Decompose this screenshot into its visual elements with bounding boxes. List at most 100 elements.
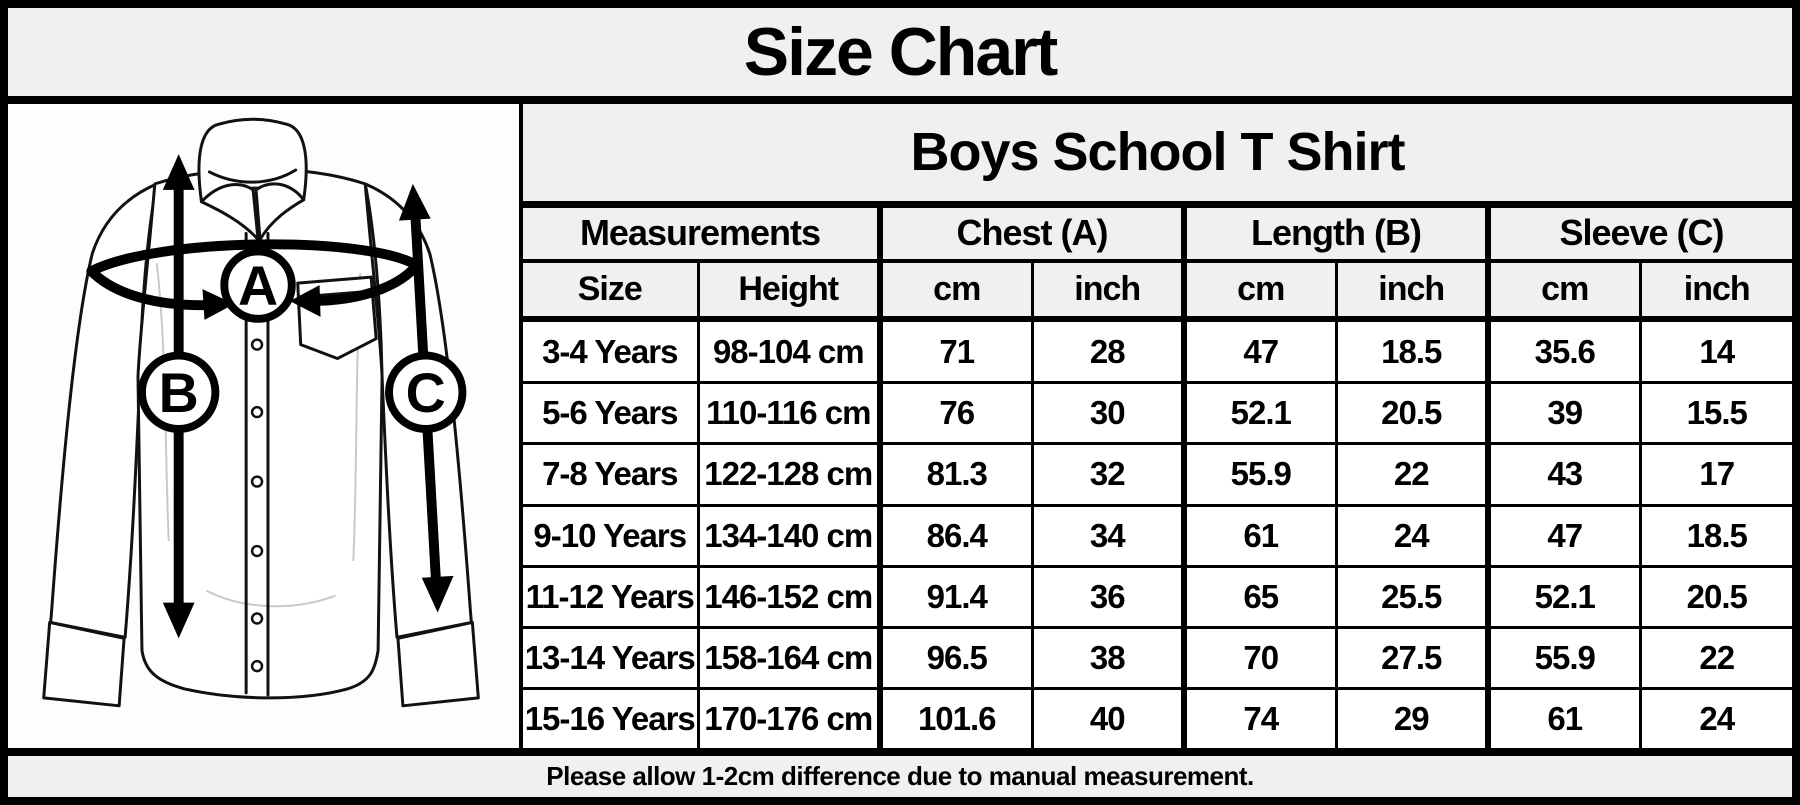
cell-size: 9-10 Years [523, 503, 700, 568]
cell-length-cm: 74 [1181, 687, 1338, 748]
cell-sleeve-inch: 20.5 [1638, 564, 1792, 630]
collar-fold [207, 168, 298, 184]
col-header-chest-cm: cm [877, 259, 1034, 322]
cell-height: 110-116 cm [696, 381, 882, 446]
cell-sleeve-cm: 35.6 [1485, 317, 1642, 385]
cell-length-cm: 61 [1181, 503, 1338, 568]
cell-length-cm: 70 [1181, 626, 1338, 691]
cell-length-cm: 65 [1181, 564, 1338, 630]
table-row: 3-4 Years 98-104 cm 71 28 47 18.5 35.6 1… [523, 317, 1792, 385]
cell-length-inch: 18.5 [1334, 317, 1490, 385]
chest-label-badge: A [220, 247, 296, 323]
cell-height: 122-128 cm [696, 442, 882, 507]
cell-sleeve-inch: 18.5 [1638, 503, 1792, 568]
col-header-size: Size [523, 259, 700, 322]
group-header-sleeve: Sleeve (C) [1485, 202, 1792, 263]
collar-right-leaf [254, 182, 306, 241]
cell-sleeve-cm: 39 [1485, 381, 1642, 446]
cell-chest-cm: 71 [877, 317, 1034, 385]
length-label-badge: B [137, 351, 220, 433]
table-row: 15-16 Years 170-176 cm 101.6 40 74 29 61… [523, 687, 1792, 748]
col-header-length-inch: inch [1334, 259, 1490, 322]
chest-label: A [238, 255, 278, 317]
title-band: Size Chart [8, 8, 1792, 104]
cell-length-cm: 52.1 [1181, 381, 1338, 446]
size-table-panel: Boys School T Shirt Measurements Chest (… [523, 104, 1792, 748]
cell-chest-inch: 32 [1030, 442, 1186, 507]
cell-sleeve-inch: 17 [1638, 442, 1792, 507]
cell-size: 13-14 Years [523, 626, 700, 691]
cell-sleeve-cm: 55.9 [1485, 626, 1642, 691]
cell-chest-inch: 36 [1030, 564, 1186, 630]
chest-arrow-icon [86, 239, 422, 320]
cell-length-inch: 20.5 [1334, 381, 1490, 446]
col-header-sleeve-cm: cm [1485, 259, 1642, 322]
page-title: Size Chart [743, 14, 1059, 90]
cell-sleeve-inch: 14 [1638, 317, 1792, 385]
shirt-diagram-panel: A B C [8, 104, 523, 748]
cell-chest-inch: 34 [1030, 503, 1186, 568]
col-header-length-cm: cm [1181, 259, 1338, 322]
cell-height: 98-104 cm [696, 317, 882, 385]
cell-sleeve-inch: 15.5 [1638, 381, 1792, 446]
cell-chest-inch: 28 [1030, 317, 1186, 385]
cell-size: 5-6 Years [523, 381, 700, 446]
cell-size: 15-16 Years [523, 687, 700, 748]
cell-size: 11-12 Years [523, 564, 700, 630]
cell-sleeve-cm: 61 [1485, 687, 1642, 748]
group-header-row: Measurements Chest (A) Length (B) Sleeve… [523, 202, 1792, 263]
col-header-chest-inch: inch [1030, 259, 1186, 322]
sub-header-row: Size Height cm inch cm inch cm inch [523, 259, 1792, 322]
collar-left-leaf [199, 183, 260, 241]
table-row: 9-10 Years 134-140 cm 86.4 34 61 24 47 1… [523, 503, 1792, 568]
cell-sleeve-inch: 24 [1638, 687, 1792, 748]
cell-chest-cm: 76 [877, 381, 1034, 446]
right-cuff [396, 620, 480, 708]
cell-length-cm: 47 [1181, 317, 1338, 385]
cell-height: 158-164 cm [696, 626, 882, 691]
table-row: 5-6 Years 110-116 cm 76 30 52.1 20.5 39 … [523, 381, 1792, 446]
group-header-measurements: Measurements [523, 202, 882, 263]
col-header-height: Height [696, 259, 882, 322]
table-title: Boys School T Shirt [523, 104, 1792, 208]
cell-sleeve-cm: 43 [1485, 442, 1642, 507]
cell-length-inch: 27.5 [1334, 626, 1490, 691]
cell-size: 7-8 Years [523, 442, 700, 507]
main-area: A B C Boys [8, 104, 1792, 748]
cell-sleeve-cm: 47 [1485, 503, 1642, 568]
cell-chest-cm: 101.6 [877, 687, 1034, 748]
cell-length-inch: 29 [1334, 687, 1490, 748]
table-row: 7-8 Years 122-128 cm 81.3 32 55.9 22 43 … [523, 442, 1792, 507]
cell-height: 134-140 cm [696, 503, 882, 568]
group-header-chest: Chest (A) [877, 202, 1186, 263]
left-cuff [42, 620, 126, 708]
size-table: Boys School T Shirt Measurements Chest (… [523, 104, 1792, 748]
footer-band: Please allow 1-2cm difference due to man… [8, 748, 1792, 797]
cell-size: 3-4 Years [523, 317, 700, 385]
cell-height: 170-176 cm [696, 687, 882, 748]
col-header-sleeve-inch: inch [1638, 259, 1792, 322]
sleeve-label-badge: C [385, 351, 467, 433]
cell-sleeve-cm: 52.1 [1485, 564, 1642, 630]
measurement-disclaimer: Please allow 1-2cm difference due to man… [546, 761, 1254, 791]
cell-chest-cm: 81.3 [877, 442, 1034, 507]
shirt-measurement-diagram-icon: A B C [42, 117, 480, 708]
sleeve-label: C [406, 362, 446, 424]
table-title-row: Boys School T Shirt [523, 104, 1792, 208]
cell-chest-inch: 38 [1030, 626, 1186, 691]
table-row: 13-14 Years 158-164 cm 96.5 38 70 27.5 5… [523, 626, 1792, 691]
cell-chest-inch: 40 [1030, 687, 1186, 748]
cell-chest-cm: 86.4 [877, 503, 1034, 568]
cell-length-inch: 22 [1334, 442, 1490, 507]
cell-length-inch: 25.5 [1334, 564, 1490, 630]
crease-line [206, 589, 336, 608]
cell-chest-cm: 91.4 [877, 564, 1034, 630]
cell-length-cm: 55.9 [1181, 442, 1338, 507]
group-header-length: Length (B) [1181, 202, 1490, 263]
cell-length-inch: 24 [1334, 503, 1490, 568]
table-row: 11-12 Years 146-152 cm 91.4 36 65 25.5 5… [523, 564, 1792, 630]
cell-chest-cm: 96.5 [877, 626, 1034, 691]
chest-pocket [296, 275, 378, 361]
cell-chest-inch: 30 [1030, 381, 1186, 446]
